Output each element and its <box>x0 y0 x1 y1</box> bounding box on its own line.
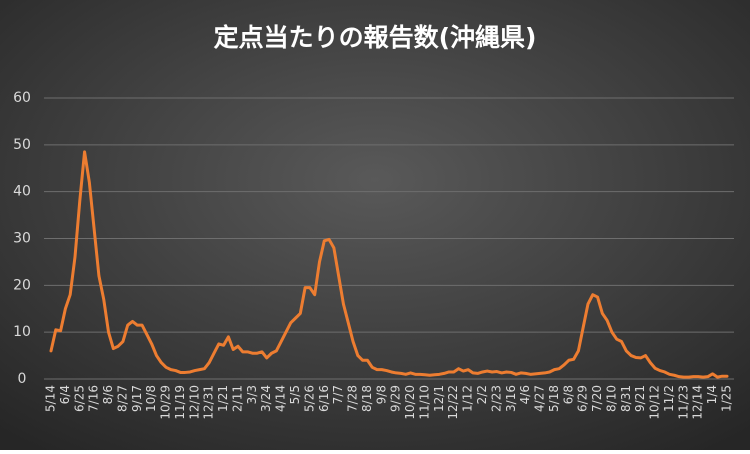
x-tick-label: 12/22 <box>446 385 460 420</box>
y-tick-label: 30 <box>13 231 31 247</box>
y-tick-label: 60 <box>13 90 31 106</box>
x-tick-label: 4/14 <box>274 385 288 412</box>
x-tick-label: 8/6 <box>101 385 115 404</box>
x-tick-label: 6/16 <box>317 385 331 412</box>
x-tick-label: 7/7 <box>331 385 345 404</box>
y-tick-label: 40 <box>13 184 31 200</box>
x-tick-label: 6/4 <box>58 385 72 404</box>
x-tick-label: 9/29 <box>389 385 403 412</box>
x-tick-label: 12/1 <box>432 385 446 412</box>
x-tick-label: 7/28 <box>346 385 360 412</box>
x-tick-label: 9/17 <box>130 385 144 412</box>
x-tick-label: 8/18 <box>360 385 374 412</box>
x-tick-label: 2/2 <box>475 385 489 404</box>
x-tick-label: 10/8 <box>144 385 158 412</box>
x-tick-label: 8/10 <box>604 385 618 412</box>
chart-title: 定点当たりの報告数(沖縄県) <box>214 23 537 52</box>
line-series <box>49 150 729 379</box>
x-tick-label: 11/23 <box>676 385 690 420</box>
x-tick-label: 1/12 <box>461 385 475 412</box>
x-tick-label: 8/31 <box>619 385 633 412</box>
y-tick-label: 10 <box>13 324 31 340</box>
x-tick-label: 4/6 <box>518 385 532 404</box>
x-tick-label: 6/29 <box>576 385 590 412</box>
x-tick-label: 5/26 <box>302 385 316 412</box>
y-tick-label: 50 <box>13 137 31 153</box>
x-tick-label: 7/16 <box>87 385 101 412</box>
x-tick-label: 10/29 <box>159 385 173 420</box>
x-tick-label: 4/27 <box>533 385 547 412</box>
x-tick-label: 3/24 <box>259 385 273 412</box>
x-tick-label: 1/21 <box>216 385 230 412</box>
x-tick-label: 11/10 <box>417 385 431 420</box>
x-tick-label: 8/27 <box>115 385 129 412</box>
x-tick-label: 6/25 <box>72 385 86 412</box>
x-tick-label: 12/31 <box>202 385 216 420</box>
x-tick-label: 5/18 <box>547 385 561 412</box>
x-tick-label: 9/8 <box>374 385 388 404</box>
y-tick-label: 0 <box>18 371 27 387</box>
x-tick-label: 3/16 <box>504 385 518 412</box>
x-tick-label: 11/19 <box>173 385 187 420</box>
x-tick-label: 12/14 <box>691 385 705 420</box>
x-tick-label: 2/11 <box>230 385 244 412</box>
x-tick-label: 7/20 <box>590 385 604 412</box>
x-tick-label: 2/23 <box>489 385 503 412</box>
x-tick-label: 1/25 <box>720 385 734 412</box>
x-tick-label: 1/4 <box>705 385 719 404</box>
x-tick-label: 5/5 <box>288 385 302 404</box>
x-tick-label: 5/14 <box>44 385 58 412</box>
x-tick-label: 12/10 <box>187 385 201 420</box>
x-tick-label: 10/20 <box>403 385 417 420</box>
x-tick-label: 6/8 <box>561 385 575 404</box>
x-tick-label: 11/2 <box>662 385 676 412</box>
y-tick-label: 20 <box>13 277 31 293</box>
x-tick-label: 9/21 <box>633 385 647 412</box>
x-tick-label: 3/3 <box>245 385 259 404</box>
x-tick-label: 10/12 <box>648 385 662 420</box>
